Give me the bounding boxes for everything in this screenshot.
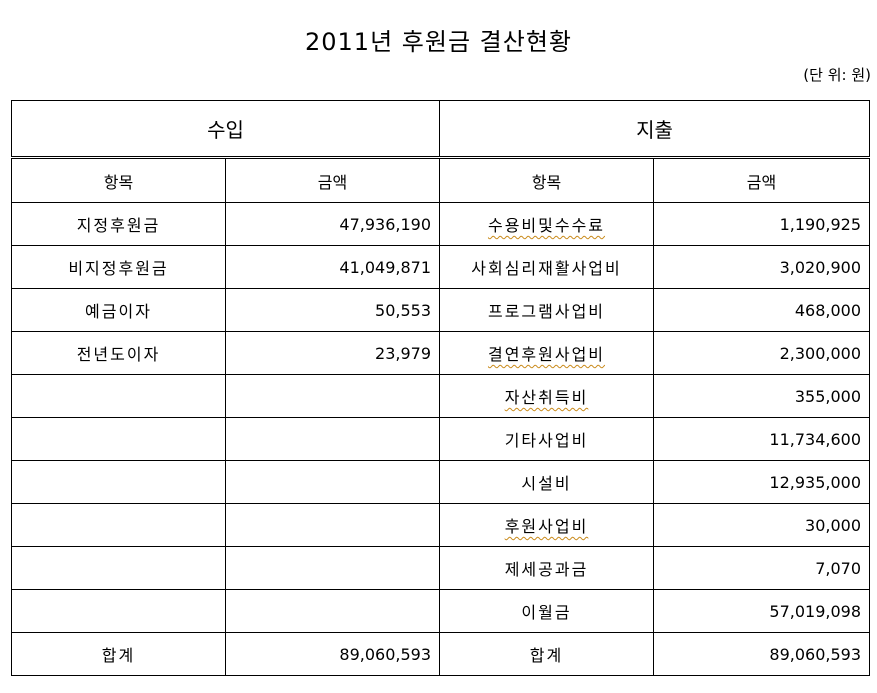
- income-item: [11, 460, 226, 504]
- expense-item: 수용비및수수료: [439, 202, 654, 246]
- column-header-row: 항목 금액 항목 금액: [11, 157, 870, 203]
- table-row: 비지정후원금 41,049,871 사회심리재활사업비 3,020,900: [11, 245, 870, 289]
- expense-amount: 7,070: [653, 546, 870, 590]
- section-header-row: 수입 지출: [11, 100, 870, 158]
- table-row: 자산취득비 355,000: [11, 374, 870, 418]
- income-amount: [225, 417, 440, 461]
- expense-total-label: 합계: [439, 632, 654, 676]
- income-amount: 47,936,190: [225, 202, 440, 246]
- expense-amount: 355,000: [653, 374, 870, 418]
- expense-item: 사회심리재활사업비: [439, 245, 654, 289]
- expense-amount: 468,000: [653, 288, 870, 332]
- income-amount-header: 금액: [225, 157, 440, 203]
- expense-item-label: 후원사업비: [504, 517, 589, 536]
- income-item: [11, 374, 226, 418]
- expense-item-label: 수용비및수수료: [487, 216, 606, 235]
- document-title: 2011년 후원금 결산현황: [305, 28, 572, 56]
- expense-amount: 30,000: [653, 503, 870, 547]
- income-item: 예금이자: [11, 288, 226, 332]
- expense-amount: 12,935,000: [653, 460, 870, 504]
- income-item: 지정후원금: [11, 202, 226, 246]
- expense-item: 후원사업비: [439, 503, 654, 547]
- expense-amount-header: 금액: [653, 157, 870, 203]
- income-section-header: 수입: [11, 100, 440, 158]
- expense-item-label: 결연후원사업비: [487, 345, 606, 364]
- expense-amount: 57,019,098: [653, 589, 870, 633]
- income-item: 비지정후원금: [11, 245, 226, 289]
- table-row: 기타사업비 11,734,600: [11, 417, 870, 461]
- income-amount: 23,979: [225, 331, 440, 375]
- income-amount: [225, 503, 440, 547]
- expense-amount: 2,300,000: [653, 331, 870, 375]
- expense-amount: 1,190,925: [653, 202, 870, 246]
- expense-item: 시설비: [439, 460, 654, 504]
- total-row: 합계 89,060,593 합계 89,060,593: [11, 632, 870, 676]
- income-total-label: 합계: [11, 632, 226, 676]
- expense-item: 프로그램사업비: [439, 288, 654, 332]
- table-row: 후원사업비 30,000: [11, 503, 870, 547]
- income-total-amount: 89,060,593: [225, 632, 440, 676]
- expense-amount: 11,734,600: [653, 417, 870, 461]
- table-row: 예금이자 50,553 프로그램사업비 468,000: [11, 288, 870, 332]
- income-item: [11, 417, 226, 461]
- table-row: 제세공과금 7,070: [11, 546, 870, 590]
- income-item: [11, 589, 226, 633]
- expense-item-label: 자산취득비: [504, 388, 589, 407]
- expense-item: 자산취득비: [439, 374, 654, 418]
- table-row: 이월금 57,019,098: [11, 589, 870, 633]
- expense-item: 결연후원사업비: [439, 331, 654, 375]
- table-row: 시설비 12,935,000: [11, 460, 870, 504]
- income-amount: [225, 460, 440, 504]
- expense-total-amount: 89,060,593: [653, 632, 870, 676]
- settlement-table: 수입 지출 항목 금액 항목 금액 지정후원금 47,936,190 수용비및수…: [11, 100, 870, 676]
- expense-item: 이월금: [439, 589, 654, 633]
- income-item: 전년도이자: [11, 331, 226, 375]
- income-amount: [225, 546, 440, 590]
- income-item: [11, 503, 226, 547]
- income-amount: [225, 589, 440, 633]
- expense-item: 제세공과금: [439, 546, 654, 590]
- table-row: 지정후원금 47,936,190 수용비및수수료 1,190,925: [11, 202, 870, 246]
- income-amount: 50,553: [225, 288, 440, 332]
- expense-amount: 3,020,900: [653, 245, 870, 289]
- unit-note: (단 위: 원): [803, 66, 871, 84]
- expense-item-header: 항목: [439, 157, 654, 203]
- income-amount: 41,049,871: [225, 245, 440, 289]
- expense-section-header: 지출: [439, 100, 870, 158]
- income-item-header: 항목: [11, 157, 226, 203]
- expense-item: 기타사업비: [439, 417, 654, 461]
- income-item: [11, 546, 226, 590]
- table-row: 전년도이자 23,979 결연후원사업비 2,300,000: [11, 331, 870, 375]
- income-amount: [225, 374, 440, 418]
